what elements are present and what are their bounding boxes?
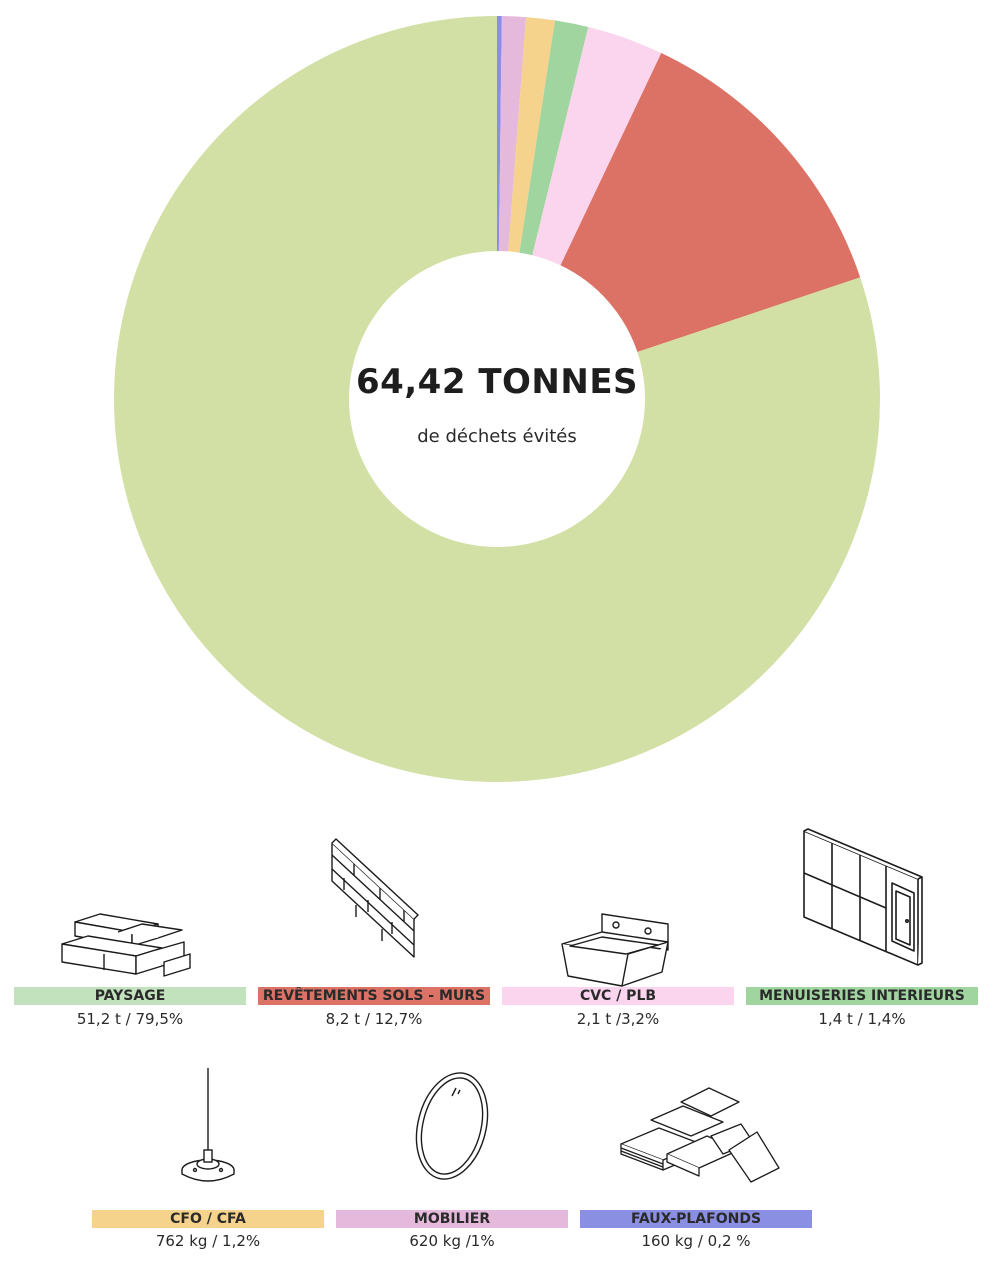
donut-slice-paysage [114, 16, 881, 782]
glass-partition-icon [746, 827, 978, 967]
donut-slice-menuiseries-interieurs [519, 20, 589, 256]
donut-slice-cfo-cfa [508, 17, 555, 253]
legend-value: 1,4 t / 1,4% [818, 1010, 906, 1028]
legend-value: 762 kg / 1,2% [155, 1232, 261, 1250]
oval-mirror-icon [336, 1066, 568, 1184]
legend-label: PAYSAGE [14, 987, 246, 1005]
legend-label: REVÊTEMENTS SOLS - MURS [258, 987, 490, 1005]
brick-wall-icon [258, 835, 490, 960]
legend-label: CFO / CFA [92, 1210, 324, 1228]
donut-slice-cvc-plb [532, 27, 662, 266]
legend-item-cvc: CVC / PLB 2,1 t /3,2% [502, 825, 734, 1030]
legend-item-cfo: CFO / CFA 762 kg / 1,2% [92, 1062, 324, 1252]
legend-value: 8,2 t / 12,7% [325, 1010, 423, 1028]
legend-value: 2,1 t /3,2% [576, 1010, 660, 1028]
donut-slice-mobilier [498, 16, 527, 252]
ceiling-tiles-icon [580, 1072, 812, 1184]
legend-value: 160 kg / 0,2 % [641, 1232, 751, 1250]
utility-sink-icon [502, 865, 734, 990]
legend-item-faux-plafonds: FAUX-PLAFONDS 160 kg / 0,2 % [580, 1062, 812, 1252]
donut-slice-faux-plafonds [497, 16, 502, 252]
legend-label: MENUISERIES INTERIEURS [746, 987, 978, 1005]
legend-item-revetements: REVÊTEMENTS SOLS - MURS 8,2 t / 12,7% [258, 825, 490, 1030]
legend-value: 620 kg /1% [409, 1232, 495, 1250]
legend-label: MOBILIER [336, 1210, 568, 1228]
total-caption: de déchets évités [417, 426, 577, 447]
stone-blocks-icon [14, 865, 246, 990]
donut-chart [114, 16, 881, 782]
legend-label: CVC / PLB [502, 987, 734, 1005]
legend-value: 51,2 t / 79,5% [76, 1010, 184, 1028]
donut-slice-rev-tements-sols-murs [560, 53, 861, 353]
legend-item-menuiseries: MENUISERIES INTERIEURS 1,4 t / 1,4% [746, 825, 978, 1030]
legend-item-mobilier: MOBILIER 620 kg /1% [336, 1062, 568, 1252]
total-tonnage: 64,42 TONNES [355, 362, 639, 402]
pendant-lamp-icon [92, 1066, 324, 1184]
legend-item-paysage: PAYSAGE 51,2 t / 79,5% [14, 825, 246, 1030]
legend-label: FAUX-PLAFONDS [580, 1210, 812, 1228]
